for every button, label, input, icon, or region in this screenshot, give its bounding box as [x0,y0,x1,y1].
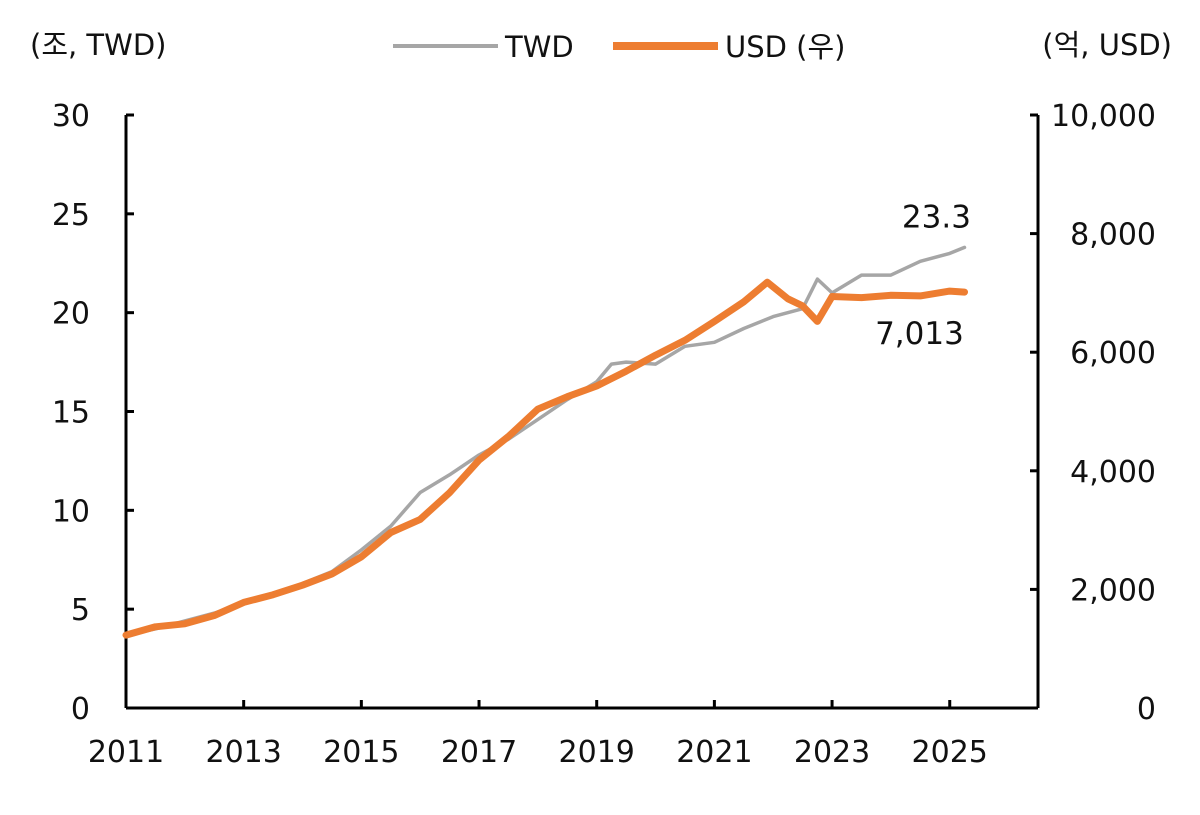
x-tick-label: 2023 [794,735,870,770]
x-tick-label: 2011 [88,735,164,770]
x-axis-ticks: 2011 2013 2015 2017 2019 2021 2023 2025 [88,700,988,770]
left-tick-label: 25 [52,198,90,233]
right-tick-label: 6,000 [1070,336,1156,371]
left-axis-ticks: 0 5 10 15 20 25 30 [52,99,134,727]
left-tick-label: 15 [52,396,90,431]
left-tick-label: 20 [52,297,90,332]
right-axis-unit-label: (억, USD) [1042,28,1172,62]
right-axis-ticks: 0 2,000 4,000 6,000 8,000 10,000 [1030,99,1156,727]
left-tick-label: 10 [52,494,90,529]
series-line-usd [122,278,968,639]
legend-label-usd: USD (우) [725,30,846,64]
left-axis-unit-label: (조, TWD) [30,28,166,62]
annotation-twd-last-value: 23.3 [902,199,971,235]
right-tick-label: 2,000 [1070,573,1156,608]
left-tick-label: 0 [71,692,90,727]
right-tick-label: 8,000 [1070,218,1156,253]
right-tick-label: 10,000 [1051,99,1156,134]
left-tick-label: 30 [52,99,90,134]
series-layer [122,245,968,639]
x-tick-label: 2017 [441,735,517,770]
x-tick-label: 2019 [559,735,635,770]
right-tick-label: 0 [1137,692,1156,727]
left-tick-label: 5 [71,593,90,628]
series-line-twd [124,245,967,637]
x-tick-label: 2021 [676,735,752,770]
x-tick-label: 2015 [323,735,399,770]
x-tick-label: 2013 [205,735,281,770]
annotation-usd-last-value: 7,013 [875,316,964,352]
x-tick-label: 2025 [912,735,988,770]
right-tick-label: 4,000 [1070,455,1156,490]
legend-label-twd: TWD [504,30,574,64]
legend: TWD USD (우) [393,30,846,64]
